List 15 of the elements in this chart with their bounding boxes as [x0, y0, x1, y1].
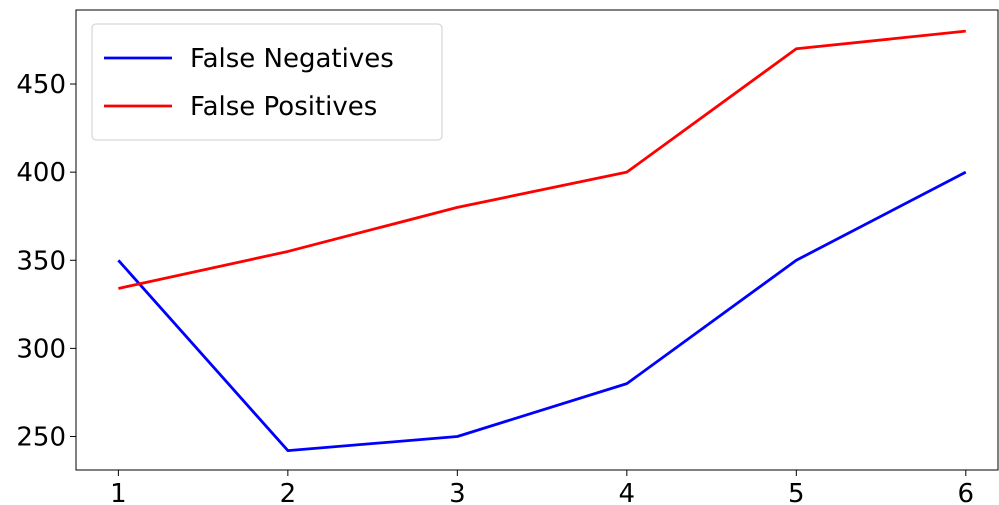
- y-tick-label: 450: [16, 70, 66, 100]
- legend-label: False Positives: [190, 92, 378, 122]
- y-tick-label: 300: [16, 334, 66, 364]
- y-tick-label: 400: [16, 158, 66, 188]
- x-tick-label: 5: [788, 479, 805, 505]
- x-tick-label: 3: [449, 479, 466, 505]
- x-tick-label: 4: [618, 479, 636, 505]
- x-tick-label: 6: [958, 479, 974, 505]
- legend-label: False Negatives: [190, 44, 394, 74]
- line-series: [116, 30, 968, 290]
- x-tick-label: 2: [280, 479, 296, 505]
- y-tick-label: 250: [16, 422, 66, 453]
- line-series: [116, 170, 968, 452]
- y-tick-label: 350: [16, 246, 66, 276]
- x-tick-label: 1: [110, 479, 127, 505]
